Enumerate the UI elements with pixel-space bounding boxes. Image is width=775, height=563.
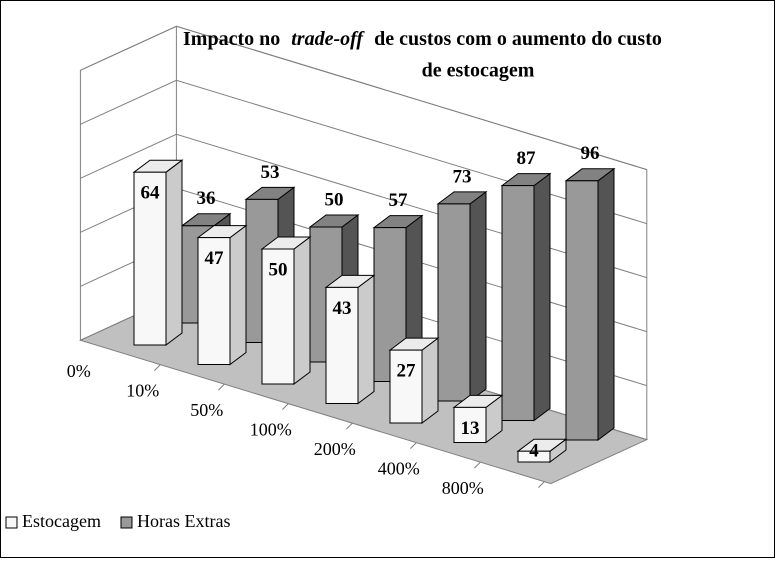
bar-side [357,274,375,405]
bar [324,274,376,405]
bar-front [325,286,359,404]
bar-front [501,185,535,421]
bar [516,438,568,463]
x-tick [346,422,353,430]
value-label: 96 [581,143,600,164]
bar-front [437,203,471,402]
value-label: 64 [141,183,161,204]
bar [132,159,184,346]
bar [500,172,552,422]
legend-swatch [5,516,18,529]
bar-front [133,171,167,346]
bar-side [165,159,183,346]
bar [388,337,440,424]
value-label: 50 [325,189,344,210]
value-label: 43 [333,298,352,319]
x-tick-label: 200% [314,439,356,459]
x-tick [538,481,545,489]
grid-line [80,79,647,225]
legend-swatch [120,516,133,529]
bar-side [597,167,615,441]
chart-title: de estocagem [422,60,535,82]
bar-side [533,172,551,422]
value-label: 53 [261,162,280,183]
value-label: 73 [453,166,472,187]
x-tick-label: 0% [67,361,91,381]
bar [260,236,312,385]
title-part: Impacto no [183,28,280,50]
bar [196,224,248,366]
value-label: 36 [197,188,216,209]
value-label: 13 [461,418,480,439]
x-tick [154,364,161,372]
x-tick [218,383,225,391]
grid-line [80,133,647,279]
title-part: de custos com o aumento do custo [374,28,662,50]
bar-front [261,248,295,385]
bar [564,167,616,441]
bar-front [197,237,231,366]
bar-side [469,190,487,402]
bar-side [293,236,311,385]
value-label: 47 [205,248,225,269]
x-tick [282,403,289,411]
title-part: trade-off [291,28,365,50]
bar-side [229,224,247,366]
bar-side [421,337,439,424]
x-tick-label: 100% [250,419,292,439]
legend-label: Horas Extras [137,511,230,531]
bar [436,190,488,402]
x-tick-label: 50% [190,400,223,420]
x-tick-label: 400% [378,458,420,478]
x-tick [410,442,417,450]
value-label: 27 [397,360,417,381]
bar [452,394,504,444]
bar-front [517,450,551,463]
chart-title: Impacto no trade-off de custos com o aum… [183,28,662,50]
x-tick [474,461,481,469]
bar-front [565,180,599,441]
value-label: 50 [269,259,288,280]
x-tick-label: 10% [126,380,159,400]
x-tick-label: 800% [442,478,484,498]
bar-front [453,406,487,443]
value-label: 57 [389,190,409,211]
bar-front [389,349,423,424]
legend-label: Estocagem [22,511,101,531]
grid-line [80,25,647,171]
value-label: 87 [517,148,537,169]
value-label: 4 [529,440,539,461]
